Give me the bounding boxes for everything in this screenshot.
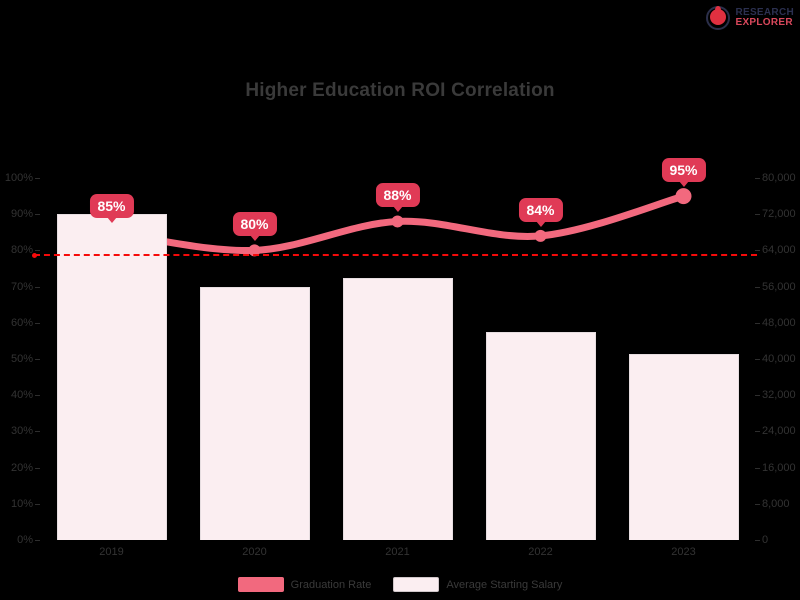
- y-axis-right-label: 40,000: [762, 353, 796, 365]
- data-label-2020: 80%: [232, 212, 277, 237]
- y-axis-right-label: 0: [762, 534, 769, 546]
- line-marker-2020[interactable]: [248, 244, 261, 257]
- y-axis-right-tick: [755, 431, 760, 433]
- y-axis-right-tick: [755, 359, 760, 360]
- y-axis-left-tick: [35, 540, 40, 541]
- line-marker-2023[interactable]: [675, 188, 692, 205]
- y-axis-right-tick: [755, 214, 760, 216]
- x-axis-label-2021: 2021: [385, 546, 410, 558]
- y-axis-left-tick: [35, 359, 40, 360]
- x-axis-label-2022: 2022: [528, 546, 553, 558]
- y-axis-right-label: 48,000: [762, 316, 796, 329]
- y-axis-left-label: 30%: [10, 425, 33, 438]
- data-label-2022: 84%: [518, 197, 563, 222]
- bar-2020[interactable]: [199, 286, 310, 540]
- data-label-2023: 95%: [661, 158, 706, 183]
- y-axis-right-tick: [755, 540, 760, 541]
- legend-label-0: Graduation Rate: [290, 578, 372, 591]
- plot-area: 100% 90% 80% 70% 60% 50% 40% 30% 20% 10% 0% 80,000 7…: [5, 158, 796, 558]
- y-axis-right-tick: [755, 395, 760, 397]
- y-axis-left-label: 40%: [10, 389, 33, 402]
- y-axis-right-tick: [755, 467, 760, 469]
- y-axis-right-tick: [755, 322, 760, 324]
- bar-2022[interactable]: [485, 331, 596, 540]
- y-axis-left-tick: [35, 503, 40, 505]
- x-axis-label-2019: 2019: [99, 546, 124, 558]
- y-axis-left-label: 100%: [4, 172, 33, 184]
- line-marker-2022[interactable]: [534, 229, 547, 242]
- y-axis-left-tick: [35, 431, 40, 433]
- y-axis-right-label: 32,000: [762, 389, 796, 402]
- legend-label-1: Average Starting Salary: [446, 578, 563, 591]
- y-axis-right-label: 24,000: [762, 425, 796, 438]
- line-swatch: [237, 577, 284, 592]
- y-axis-left-label: 0%: [17, 534, 33, 546]
- logo-line-2: EXPLORER: [735, 17, 793, 28]
- logo-wordmark: RESEARCH EXPLORER: [735, 6, 794, 28]
- y-axis-right-tick: [755, 250, 760, 252]
- y-axis-left-tick: [35, 178, 40, 179]
- y-axis-right-tick: [755, 503, 760, 505]
- y-axis-right-label: 16,000: [762, 461, 796, 474]
- y-axis-left-label: 10%: [10, 497, 33, 510]
- x-axis-label-2020: 2020: [242, 546, 267, 558]
- y-axis-left-label: 70%: [10, 280, 33, 293]
- logo-droplet-icon: [706, 6, 731, 30]
- y-axis-right-tick: [755, 286, 760, 288]
- reference-line: [32, 253, 757, 259]
- y-axis-right-label: 72,000: [762, 208, 796, 221]
- y-axis-left-label: 60%: [10, 316, 33, 329]
- y-axis-right-label: 56,000: [762, 280, 796, 293]
- chart-title: Higher Education ROI Correlation: [245, 80, 555, 101]
- y-axis-left-tick: [35, 214, 40, 216]
- brand-logo: RESEARCH EXPLORER: [706, 4, 794, 32]
- y-axis-left-tick: [35, 322, 40, 324]
- bar-swatch: [393, 577, 440, 592]
- bar-2021[interactable]: [342, 277, 453, 540]
- line-marker-2021[interactable]: [391, 215, 404, 228]
- y-axis-right-label: 64,000: [762, 244, 796, 257]
- y-axis-left-tick: [35, 395, 40, 397]
- y-axis-left-tick: [35, 250, 40, 252]
- logo-line-1: RESEARCH: [735, 6, 794, 18]
- legend-item-1[interactable]: Average Starting Salary: [393, 577, 562, 592]
- y-axis-right-label: 8,000: [762, 497, 790, 510]
- legend-item-0[interactable]: Graduation Rate: [237, 577, 372, 592]
- y-axis-left-label: 20%: [10, 461, 33, 474]
- y-axis-left-tick: [35, 467, 40, 469]
- y-axis-left-label: 80%: [10, 244, 33, 257]
- data-label-2019: 85%: [89, 194, 134, 219]
- y-axis-left-label: 90%: [10, 208, 33, 221]
- y-axis-right-label: 80,000: [762, 172, 796, 184]
- y-axis-left-label: 50%: [10, 353, 33, 365]
- y-axis-left-tick: [35, 286, 40, 288]
- y-axis-right-tick: [755, 178, 760, 179]
- chart-legend: Graduation Rate Average Starting Salary: [0, 577, 800, 592]
- bar-2023[interactable]: [628, 354, 739, 540]
- x-axis-label-2023: 2023: [671, 546, 696, 558]
- bar-2019[interactable]: [56, 214, 167, 540]
- data-label-2021: 88%: [375, 183, 420, 208]
